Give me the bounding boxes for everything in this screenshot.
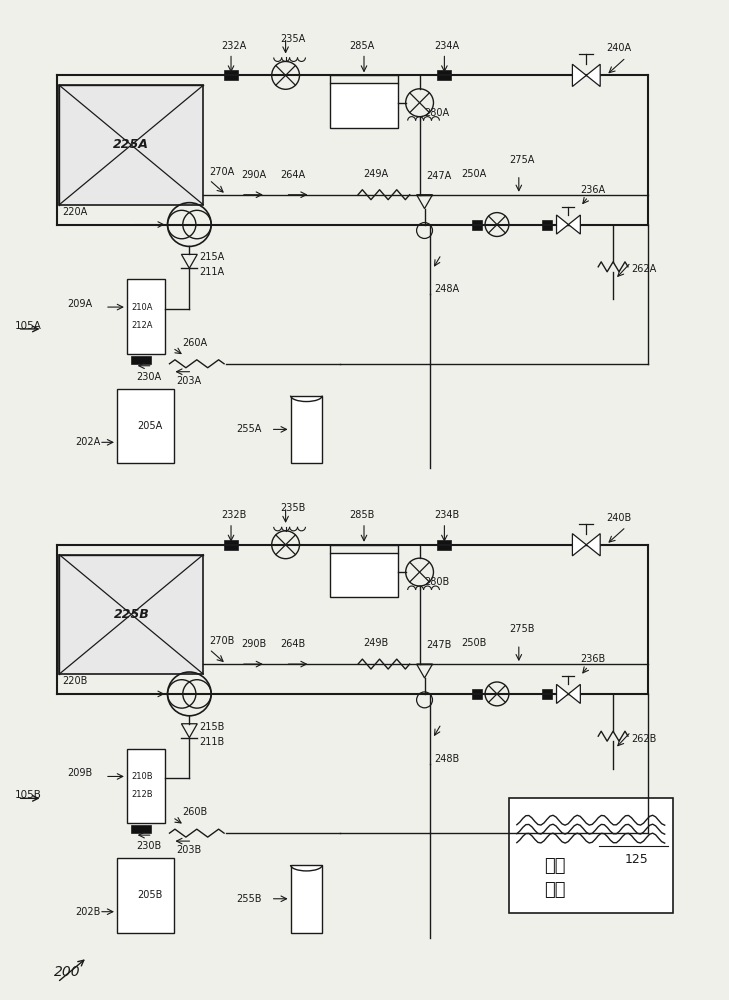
Text: 240B: 240B bbox=[606, 513, 631, 523]
Text: 262A: 262A bbox=[631, 264, 656, 274]
Text: 260A: 260A bbox=[182, 338, 208, 348]
Text: 215A: 215A bbox=[199, 252, 225, 262]
Text: 230A: 230A bbox=[137, 372, 162, 382]
Text: 232A: 232A bbox=[221, 41, 246, 51]
Text: 225B: 225B bbox=[114, 608, 149, 621]
Bar bbox=[127, 749, 165, 823]
Polygon shape bbox=[569, 215, 580, 234]
Text: 125: 125 bbox=[625, 853, 649, 866]
Text: 240A: 240A bbox=[606, 43, 631, 53]
Text: 255A: 255A bbox=[236, 424, 262, 434]
Text: 285B: 285B bbox=[349, 510, 375, 520]
Bar bbox=[542, 689, 552, 699]
Polygon shape bbox=[572, 534, 586, 556]
Text: 270A: 270A bbox=[209, 167, 235, 177]
Bar bbox=[472, 220, 482, 230]
Polygon shape bbox=[572, 64, 586, 87]
Text: 232B: 232B bbox=[221, 510, 246, 520]
Bar bbox=[127, 279, 165, 354]
Text: 236A: 236A bbox=[580, 185, 606, 195]
Text: 105B: 105B bbox=[15, 790, 42, 800]
Text: 270B: 270B bbox=[209, 636, 235, 646]
Bar bbox=[291, 865, 322, 933]
Bar bbox=[224, 70, 238, 80]
Bar bbox=[117, 858, 174, 933]
Text: 200: 200 bbox=[54, 965, 81, 979]
Polygon shape bbox=[569, 684, 580, 703]
Text: 234B: 234B bbox=[434, 510, 460, 520]
Text: 235B: 235B bbox=[281, 503, 306, 513]
Polygon shape bbox=[586, 534, 600, 556]
Text: 235A: 235A bbox=[281, 34, 306, 44]
Text: 205A: 205A bbox=[137, 421, 163, 431]
Text: 250B: 250B bbox=[461, 638, 487, 648]
Bar bbox=[472, 689, 482, 699]
Text: 248B: 248B bbox=[434, 754, 460, 764]
Text: 230B: 230B bbox=[137, 841, 162, 851]
Text: 275A: 275A bbox=[509, 155, 534, 165]
Text: 220B: 220B bbox=[62, 676, 87, 686]
Text: 210B: 210B bbox=[132, 772, 153, 781]
Text: 211A: 211A bbox=[199, 267, 225, 277]
Text: 264A: 264A bbox=[281, 170, 305, 180]
Bar bbox=[130, 356, 151, 364]
Text: 212B: 212B bbox=[132, 790, 153, 799]
Polygon shape bbox=[586, 64, 600, 87]
Bar bbox=[330, 553, 398, 597]
Text: 285A: 285A bbox=[349, 41, 375, 51]
Bar bbox=[117, 389, 174, 463]
Text: 209B: 209B bbox=[67, 768, 93, 778]
Text: 275B: 275B bbox=[509, 624, 534, 634]
Bar bbox=[509, 798, 673, 913]
Bar bbox=[330, 83, 398, 128]
Text: 249B: 249B bbox=[363, 638, 389, 648]
Text: 105A: 105A bbox=[15, 321, 42, 331]
Text: 290B: 290B bbox=[241, 639, 266, 649]
Bar bbox=[437, 70, 451, 80]
Text: 249A: 249A bbox=[363, 169, 388, 179]
Bar bbox=[437, 540, 451, 550]
Text: 210A: 210A bbox=[132, 303, 153, 312]
Text: 236B: 236B bbox=[580, 654, 606, 664]
Text: 280A: 280A bbox=[424, 108, 450, 118]
Text: 202A: 202A bbox=[75, 437, 101, 447]
Text: 单元: 单元 bbox=[544, 881, 566, 899]
Text: 255B: 255B bbox=[236, 894, 262, 904]
Text: 215B: 215B bbox=[199, 722, 225, 732]
Text: 234A: 234A bbox=[434, 41, 459, 51]
Bar bbox=[224, 540, 238, 550]
Text: 202B: 202B bbox=[75, 907, 101, 917]
Text: 211B: 211B bbox=[199, 737, 225, 747]
Text: 280B: 280B bbox=[424, 577, 450, 587]
Text: 203A: 203A bbox=[176, 376, 202, 386]
Text: 212A: 212A bbox=[132, 321, 153, 330]
Text: 264B: 264B bbox=[281, 639, 306, 649]
Bar bbox=[291, 396, 322, 463]
Polygon shape bbox=[556, 684, 569, 703]
Polygon shape bbox=[556, 215, 569, 234]
Text: 248A: 248A bbox=[434, 284, 459, 294]
Text: 220A: 220A bbox=[62, 207, 87, 217]
Text: 290A: 290A bbox=[241, 170, 266, 180]
Text: 225A: 225A bbox=[113, 138, 149, 151]
Text: 205B: 205B bbox=[137, 890, 163, 900]
Text: 247A: 247A bbox=[426, 171, 452, 181]
Bar bbox=[130, 825, 151, 833]
Text: 247B: 247B bbox=[426, 640, 452, 650]
Text: 250A: 250A bbox=[461, 169, 486, 179]
Text: 室内: 室内 bbox=[544, 857, 566, 875]
Text: 262B: 262B bbox=[631, 734, 656, 744]
Bar bbox=[59, 555, 203, 674]
Text: 260B: 260B bbox=[182, 807, 208, 817]
Bar bbox=[59, 85, 203, 205]
Text: 209A: 209A bbox=[67, 299, 93, 309]
Bar bbox=[542, 220, 552, 230]
Text: 203B: 203B bbox=[176, 845, 202, 855]
